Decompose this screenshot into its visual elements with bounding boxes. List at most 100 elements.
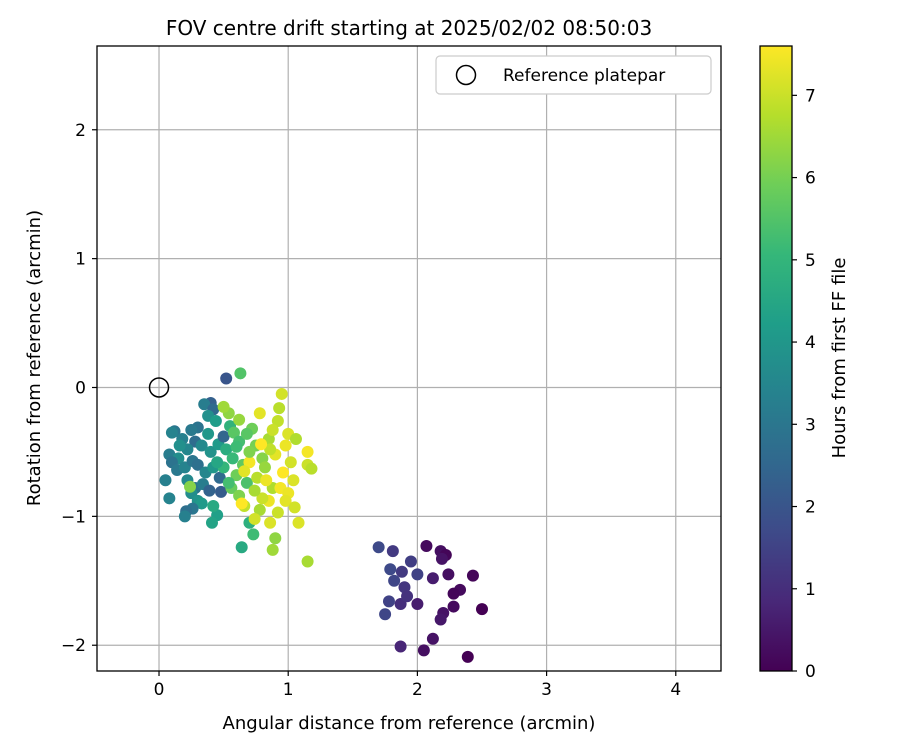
data-point xyxy=(284,456,297,469)
data-point xyxy=(205,516,218,529)
data-point xyxy=(235,541,248,554)
data-point xyxy=(202,427,215,440)
data-point xyxy=(271,506,284,519)
data-point xyxy=(411,597,424,610)
colorbar-label: Hours from first FF file xyxy=(829,258,850,459)
reference-platepar-marker xyxy=(148,377,170,398)
data-point xyxy=(227,426,240,439)
data-point xyxy=(273,402,286,415)
data-point xyxy=(248,512,261,525)
data-point xyxy=(253,407,266,420)
data-point xyxy=(240,476,253,489)
data-point xyxy=(256,492,269,505)
data-point xyxy=(442,568,455,581)
legend: Reference platepar xyxy=(435,55,712,95)
grid xyxy=(97,46,721,671)
data-point xyxy=(287,474,300,487)
data-point xyxy=(159,474,172,487)
x-tick-label: 1 xyxy=(283,680,294,700)
data-point xyxy=(251,471,264,484)
data-point xyxy=(292,516,305,529)
data-point xyxy=(372,541,385,554)
data-point xyxy=(411,568,424,581)
colorbar-tick-label: 5 xyxy=(805,251,816,271)
data-point xyxy=(207,500,220,513)
data-point xyxy=(279,494,292,507)
data-point xyxy=(271,415,284,427)
data-point xyxy=(211,456,224,469)
data-point xyxy=(258,461,271,474)
data-point xyxy=(434,613,447,626)
data-point xyxy=(191,458,204,471)
y-tick-label: 0 xyxy=(75,378,86,398)
data-point xyxy=(279,439,292,452)
legend-marker-reference-platepar xyxy=(455,64,477,86)
data-point xyxy=(234,367,247,380)
data-point xyxy=(243,445,256,458)
data-point xyxy=(305,462,318,475)
y-tick-label: −1 xyxy=(61,507,86,527)
data-point xyxy=(269,532,282,545)
data-point xyxy=(215,485,228,498)
data-point xyxy=(238,465,251,478)
data-point xyxy=(398,581,411,594)
colorbar-tick-label: 2 xyxy=(805,498,816,518)
data-point xyxy=(178,510,191,523)
data-point xyxy=(288,501,301,514)
colorbar-tick-label: 1 xyxy=(805,580,816,600)
data-point xyxy=(165,426,178,439)
data-point xyxy=(384,563,397,576)
plot-frame xyxy=(96,45,722,672)
colorbar-ticks: 0 1 2 3 4 5 6 7 xyxy=(792,86,816,682)
colorbar-tick-label: 4 xyxy=(805,333,816,353)
data-point xyxy=(264,516,277,529)
data-point xyxy=(386,545,399,558)
data-point xyxy=(404,555,417,568)
data-point xyxy=(417,644,430,657)
data-point xyxy=(243,456,256,469)
data-point xyxy=(289,433,302,446)
data-point xyxy=(173,439,186,452)
colorbar-gradient xyxy=(759,45,793,672)
data-point xyxy=(209,415,222,427)
x-tick-label: 2 xyxy=(412,680,423,700)
data-point xyxy=(222,476,235,489)
data-point xyxy=(198,398,211,411)
colorbar-tick-label: 3 xyxy=(805,415,816,435)
data-point xyxy=(461,650,474,663)
data-point xyxy=(163,492,176,505)
y-axis-label: Rotation from reference (arcmin) xyxy=(24,210,45,506)
colorbar-tick-label: 6 xyxy=(805,169,816,189)
data-point xyxy=(301,555,314,568)
colorbar-tick-label: 0 xyxy=(805,662,816,682)
data-point xyxy=(275,387,288,400)
data-point xyxy=(217,400,230,413)
data-point xyxy=(426,632,439,645)
data-point xyxy=(220,372,233,385)
data-point xyxy=(394,640,407,653)
data-point xyxy=(240,427,253,440)
data-point xyxy=(204,445,217,458)
x-tick-label: 3 xyxy=(541,680,552,700)
data-point xyxy=(388,574,401,587)
y-tick-label: 1 xyxy=(75,250,86,270)
y-tick-label: −2 xyxy=(61,636,86,656)
data-point xyxy=(247,528,260,541)
data-point xyxy=(235,497,248,510)
data-point xyxy=(301,445,314,458)
data-point xyxy=(213,471,226,484)
data-point xyxy=(447,587,460,600)
data-point xyxy=(395,565,408,578)
data-points xyxy=(159,367,488,663)
colorbar: 0 1 2 3 4 5 6 7 Hours from first FF file xyxy=(759,45,850,682)
chart-title: FOV centre drift starting at 2025/02/02 … xyxy=(166,16,652,40)
axis-ticks: 0 1 2 3 4 2 1 0 −1 −2 xyxy=(61,121,681,700)
x-axis-label: Angular distance from reference (arcmin) xyxy=(223,713,596,734)
data-point xyxy=(264,443,277,456)
data-point xyxy=(253,503,266,516)
data-point xyxy=(266,543,279,556)
data-point xyxy=(203,484,216,497)
data-point xyxy=(184,480,197,493)
data-point xyxy=(217,430,230,443)
